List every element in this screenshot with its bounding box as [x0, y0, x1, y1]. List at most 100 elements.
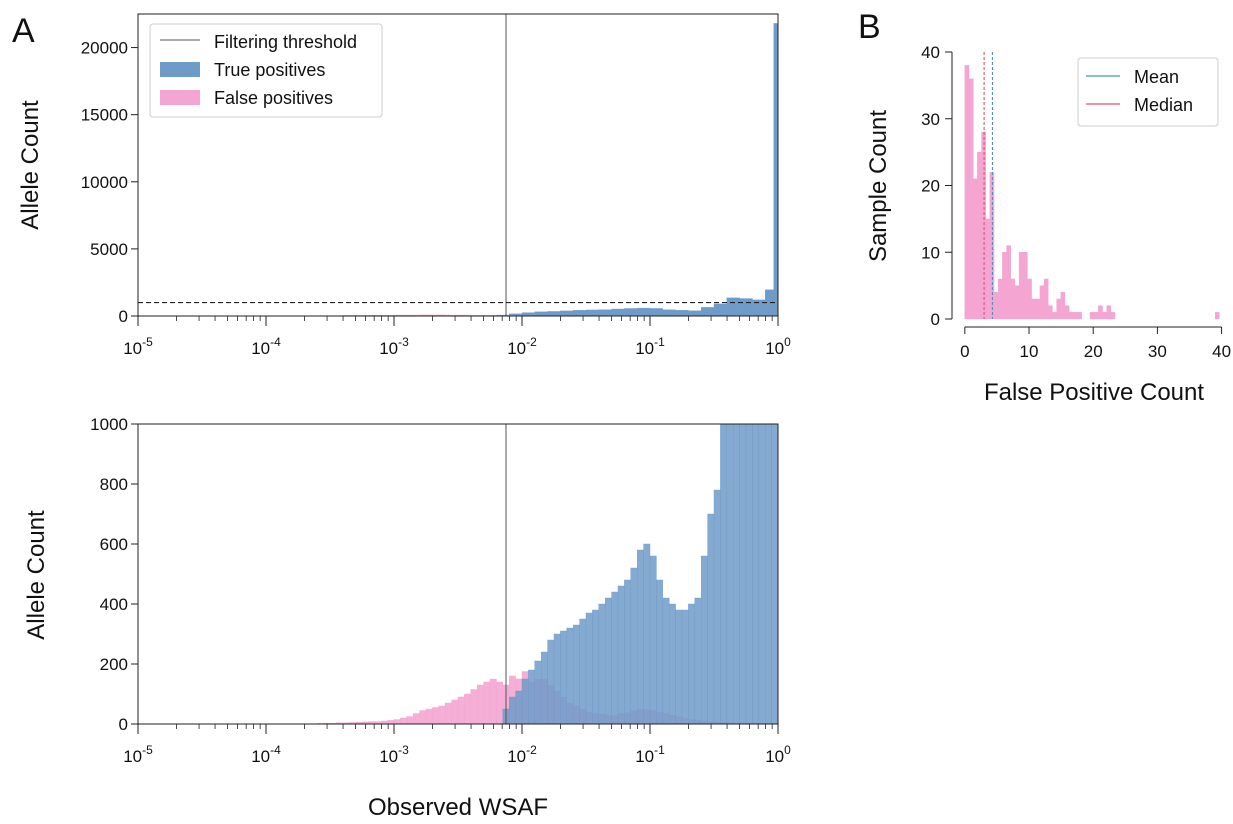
- a-top-overlays: [138, 14, 778, 316]
- true-positives-bar: [649, 308, 664, 317]
- true-positives-bar: [662, 309, 676, 317]
- y-tick-label: 15000: [81, 106, 128, 125]
- false-positives-bar: [400, 717, 407, 725]
- false-positive-count-bar: [1048, 305, 1053, 320]
- false-positive-count-bar: [1002, 252, 1007, 320]
- legend-median-label: Median: [1134, 95, 1193, 115]
- true-positives-bar: [675, 310, 689, 317]
- true-positives-bar: [585, 612, 593, 725]
- true-positives-bar: [598, 309, 612, 317]
- true-positives-bar: [547, 639, 555, 725]
- false-positive-count-bar: [1006, 245, 1011, 320]
- false-positive-count-bar: [1031, 298, 1036, 320]
- b-y-tick-label: 40: [921, 43, 940, 62]
- true-positives-bar: [630, 567, 638, 725]
- y-tick-label: 10000: [81, 173, 128, 192]
- true-positives-bar: [773, 23, 779, 317]
- true-positives-bar: [758, 423, 766, 725]
- a-bottom-bars: [317, 423, 779, 725]
- b-x-tick-label: 20: [1084, 342, 1103, 361]
- false-positive-count-bar: [993, 292, 999, 320]
- false-positive-count-bar: [1023, 252, 1028, 320]
- true-positives-bar: [694, 597, 702, 725]
- false-positive-count-bar: [981, 131, 986, 320]
- a-top-y-axis: 0 5000 10000 15000 20000: [81, 39, 138, 326]
- b-overlays: [983, 52, 993, 319]
- x-tick-label: 10-5: [123, 335, 153, 358]
- true-positives-bar: [765, 423, 772, 725]
- x-tick-label: 10-1: [635, 743, 665, 766]
- y-tick-label: 1000: [90, 415, 128, 434]
- true-positives-bar: [617, 585, 625, 725]
- y-tick-label: 400: [100, 595, 128, 614]
- false-positive-count-bar: [1068, 312, 1074, 320]
- true-positives-bar: [688, 310, 702, 317]
- panel-label-b: B: [858, 8, 881, 46]
- false-positives-bar: [432, 707, 439, 725]
- true-positives-bar: [605, 597, 612, 725]
- legend-mean-label: Mean: [1134, 67, 1179, 87]
- false-positives-bar: [445, 702, 452, 725]
- true-positives-bar: [707, 513, 715, 725]
- true-positives-bar: [745, 423, 753, 725]
- true-positives-bar: [521, 312, 536, 317]
- false-positive-count-bar: [1043, 278, 1049, 320]
- true-positives-bar: [547, 311, 561, 317]
- b-bars: [964, 65, 1220, 320]
- true-positives-bar: [573, 310, 587, 317]
- true-positives-bar: [701, 555, 708, 725]
- false-positives-bar: [496, 681, 503, 725]
- true-positives-bar: [624, 308, 638, 317]
- true-positives-bar: [669, 603, 676, 725]
- false-positive-count-bar: [998, 278, 1003, 320]
- a-top-legend: Filtering threshold True positives False…: [149, 23, 383, 118]
- false-positive-count-bar: [964, 65, 970, 320]
- false-positive-count-bar: [1064, 305, 1070, 320]
- b-axes: 0 10 20 30 40 0 10 20 30 40: [921, 43, 1231, 361]
- x-tick-label: 10-3: [379, 743, 409, 766]
- false-positives-bar: [387, 720, 395, 725]
- x-tick-label: 10-4: [251, 335, 281, 358]
- b-y-tick-label: 20: [921, 177, 940, 196]
- b-x-tick-label: 0: [960, 342, 969, 361]
- b-y-tick-label: 30: [921, 110, 940, 129]
- false-positive-count-bar: [985, 218, 991, 320]
- true-positives-bar: [662, 597, 670, 725]
- true-positives-bar: [726, 423, 734, 725]
- b-x-tick-label: 40: [1212, 342, 1231, 361]
- y-tick-label: 600: [100, 535, 128, 554]
- true-positives-bar: [592, 609, 600, 725]
- false-positives-bar: [489, 678, 497, 725]
- false-positive-count-bar: [1077, 312, 1082, 320]
- b-legend: Mean Median: [1077, 57, 1219, 127]
- a-top-plot-frame: [137, 13, 779, 317]
- true-positives-bar: [739, 298, 753, 317]
- false-positive-count-bar: [1018, 252, 1024, 320]
- false-positives-bar: [451, 699, 459, 725]
- true-positives-bar: [713, 489, 721, 725]
- a-bottom-y-axis: 0 200 400 600 800 1000: [90, 415, 138, 734]
- true-positives-bar: [553, 633, 561, 725]
- true-positives-bar: [771, 423, 779, 725]
- false-positive-count-bar: [1093, 312, 1099, 320]
- true-positives-bar: [509, 696, 516, 725]
- false-positive-count-bar: [1102, 312, 1107, 320]
- false-positive-count-bar: [972, 178, 978, 320]
- false-positives-bar: [425, 708, 433, 725]
- true-positives-bar: [752, 423, 760, 725]
- true-positives-bar: [521, 678, 529, 725]
- legend-threshold-label: Filtering threshold: [214, 32, 357, 52]
- true-positives-bar: [649, 555, 657, 725]
- true-positives-bar: [643, 543, 651, 725]
- false-positive-count-bar: [977, 151, 982, 320]
- a-top-x-axis: 10-5 10-4 10-3 10-2 10-1 100: [123, 316, 791, 358]
- true-positives-bar: [611, 591, 619, 725]
- true-positives-bar: [675, 609, 683, 725]
- true-positives-bar: [515, 690, 523, 725]
- true-positives-bar: [560, 630, 568, 725]
- false-positive-count-bar: [1014, 285, 1020, 320]
- y-tick-label: 800: [100, 475, 128, 494]
- b-x-axis-label: False Positive Count: [984, 379, 1204, 406]
